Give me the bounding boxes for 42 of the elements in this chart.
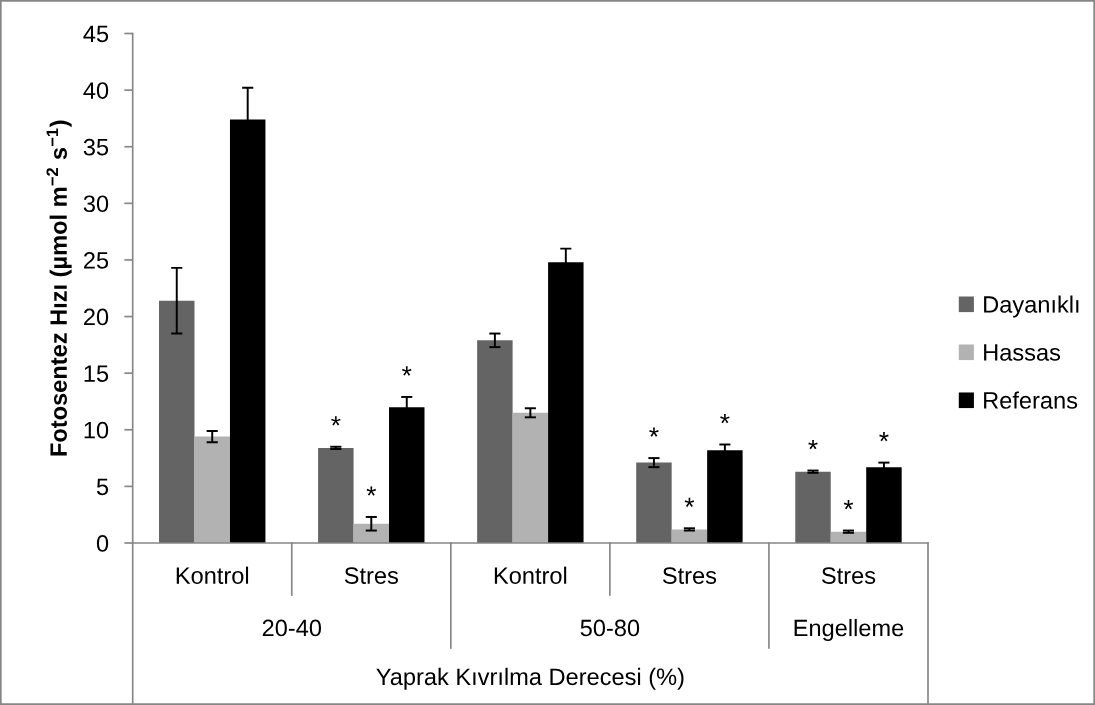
bar bbox=[318, 447, 354, 543]
y-tick-label: 35 bbox=[83, 138, 109, 156]
data-label: * bbox=[402, 366, 412, 376]
data-label: * bbox=[649, 427, 659, 437]
bar bbox=[353, 523, 390, 543]
data-label: * bbox=[720, 413, 730, 424]
y-tick-label: 5 bbox=[96, 478, 109, 496]
y-tick-label: 15 bbox=[84, 365, 109, 382]
text: 20-40 bbox=[262, 619, 322, 637]
data-label: * bbox=[331, 416, 341, 426]
x-tick-label: Kontrol bbox=[494, 566, 567, 584]
bar bbox=[795, 471, 831, 543]
y-tick-label: 45 bbox=[83, 25, 109, 43]
y-tick-label: 30 bbox=[83, 195, 109, 213]
x-tick-label: Stres bbox=[662, 567, 717, 584]
data-label: * bbox=[684, 497, 695, 507]
bar bbox=[159, 300, 195, 543]
y-tick-label: 25 bbox=[84, 252, 109, 269]
bar bbox=[194, 436, 230, 543]
text: 50-80 bbox=[580, 619, 640, 637]
bar bbox=[477, 340, 513, 543]
legend-label: Dayanıklı bbox=[984, 295, 1079, 318]
y-tick-label: 0 bbox=[96, 535, 109, 552]
legend-label: Referans bbox=[984, 391, 1078, 409]
legend-label: Hassas bbox=[984, 344, 1061, 361]
x-tick-label: Kontrol bbox=[176, 566, 249, 584]
bar bbox=[512, 412, 549, 543]
x-axis-title: Yaprak Kıvrılma Derecesi (%) bbox=[376, 667, 684, 690]
x-tick-label: Stres bbox=[344, 567, 398, 584]
bar bbox=[671, 529, 708, 543]
x-tick-label: Stres bbox=[821, 567, 876, 584]
data-label: * bbox=[808, 439, 818, 450]
y-tick-label: 40 bbox=[83, 82, 109, 99]
y-tick-label: 20 bbox=[84, 308, 109, 326]
y-axis-title: Fotosentez Hızı (µmol m$^{−2}$ s$^{−1}$) bbox=[46, 120, 72, 456]
y-tick-label: 10 bbox=[84, 421, 109, 439]
bar bbox=[636, 462, 672, 543]
data-label: * bbox=[843, 499, 854, 510]
data-label: * bbox=[366, 486, 377, 496]
data-label: * bbox=[879, 432, 889, 442]
text: Engelleme bbox=[794, 618, 904, 641]
bar bbox=[866, 467, 902, 543]
